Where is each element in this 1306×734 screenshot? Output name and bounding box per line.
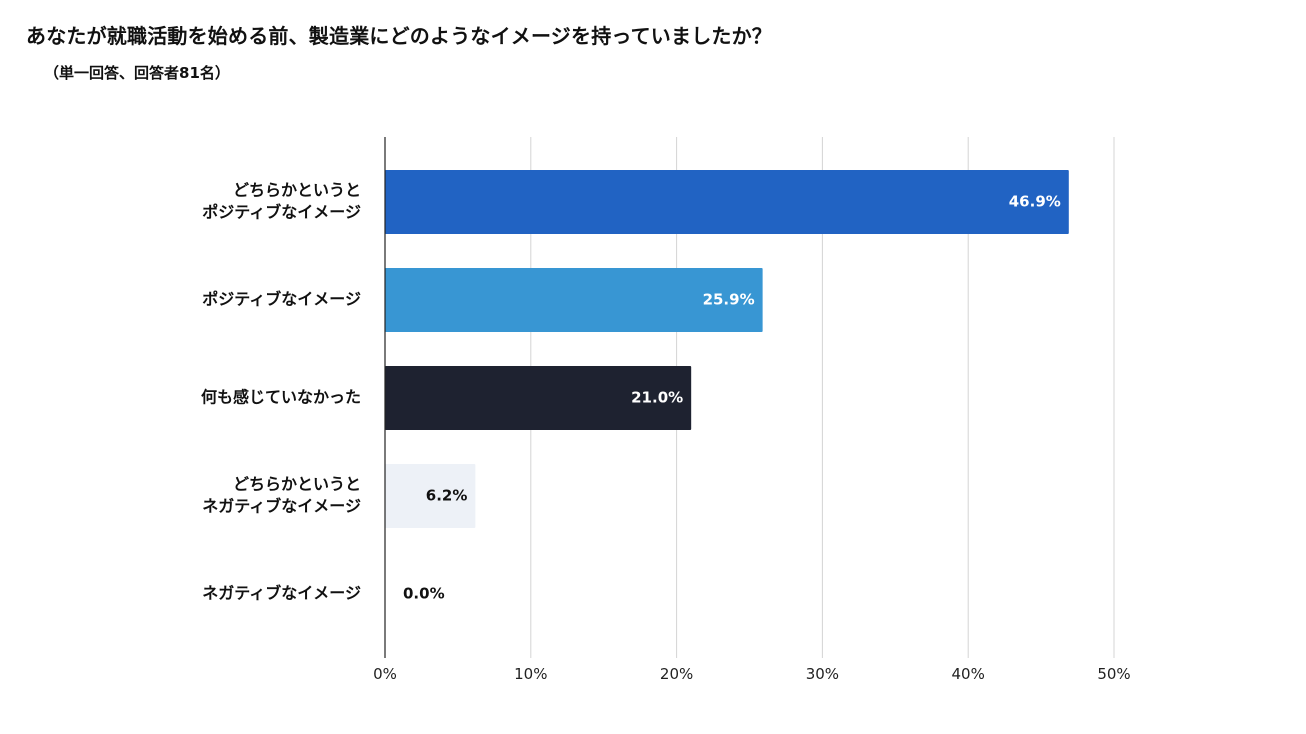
bar: [385, 268, 763, 332]
bar: [385, 366, 692, 430]
chart-title: あなたが就職活動を始める前、製造業にどのようなイメージを持っていましたか？: [26, 24, 772, 48]
category-label: ネガティブなイメージ: [202, 584, 361, 603]
x-tick-label: 50%: [1097, 665, 1130, 683]
bar: [385, 170, 1069, 234]
x-tick-label: 30%: [806, 665, 839, 683]
bar: [385, 464, 476, 528]
category-label: ネガティブなイメージ: [202, 497, 361, 516]
x-tick-label: 20%: [660, 665, 693, 683]
category-label: 何も感じていなかった: [201, 388, 361, 407]
data-label: 0.0%: [403, 585, 445, 603]
data-label: 46.9%: [1009, 193, 1061, 211]
x-tick-label: 0%: [373, 665, 397, 683]
category-label: ポジティブなイメージ: [202, 203, 361, 222]
x-tick-label: 40%: [952, 665, 985, 683]
category-label: どちらかというと: [233, 181, 361, 200]
category-label: どちらかというと: [233, 475, 361, 494]
data-label: 25.9%: [703, 291, 755, 309]
data-label: 21.0%: [631, 389, 683, 407]
category-label: ポジティブなイメージ: [202, 290, 361, 309]
x-tick-label: 10%: [514, 665, 547, 683]
chart-subtitle: （単一回答、回答者81名）: [44, 64, 230, 82]
data-label: 6.2%: [426, 487, 468, 505]
